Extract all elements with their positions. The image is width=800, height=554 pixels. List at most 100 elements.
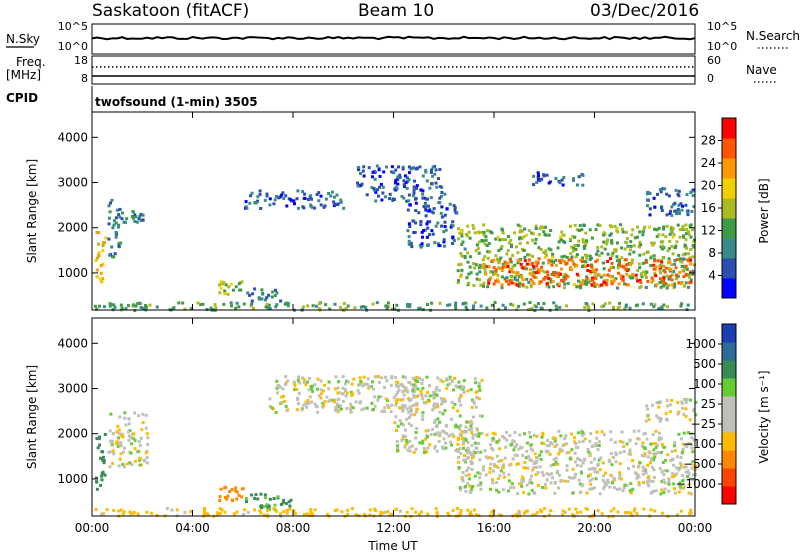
power-cell-9-41 bbox=[678, 271, 681, 274]
velocity-xtick-label-3: 12:00 bbox=[376, 521, 411, 535]
velocity-cell-6-34 bbox=[618, 471, 621, 474]
power-cell-12-112 bbox=[306, 304, 309, 307]
velocity-cbar-seg-1 bbox=[722, 468, 736, 487]
power-cell-6-72 bbox=[421, 193, 424, 196]
velocity-cell-8-7 bbox=[456, 507, 459, 510]
power-cell-7-68 bbox=[424, 206, 427, 209]
power-cell-8-520 bbox=[576, 253, 579, 256]
velocity-cell-6-122 bbox=[512, 457, 515, 460]
velocity-cell-8-173 bbox=[576, 511, 579, 514]
power-cell-5-59 bbox=[254, 201, 257, 204]
power-cell-5-35 bbox=[337, 202, 340, 205]
power-cell-6-54 bbox=[376, 188, 379, 191]
power-cell-5-65 bbox=[297, 207, 300, 210]
power-cell-12-80 bbox=[387, 302, 390, 305]
power-cell-9-207 bbox=[667, 261, 670, 264]
velocity-cell-5-155 bbox=[412, 404, 415, 407]
power-cell-9-98 bbox=[689, 259, 692, 262]
power-cell-8-114 bbox=[631, 259, 634, 262]
velocity-cell-5-61 bbox=[397, 398, 400, 401]
power-cell-8-450 bbox=[602, 241, 605, 244]
power-cell-3-4 bbox=[232, 289, 235, 292]
power-cell-8-474 bbox=[512, 271, 515, 274]
power-cell-12-130 bbox=[555, 305, 558, 308]
power-cell-11-12 bbox=[653, 197, 656, 200]
power-cell-9-125 bbox=[595, 283, 598, 286]
power-cell-8-343 bbox=[645, 271, 648, 274]
velocity-ytick-label-2: 2000 bbox=[57, 427, 88, 441]
velocity-cell-6-338 bbox=[570, 433, 573, 436]
power-cell-10-10 bbox=[537, 174, 540, 177]
velocity-cell-6-507 bbox=[597, 463, 600, 466]
power-cell-12-161 bbox=[600, 305, 603, 308]
power-cell-12-114 bbox=[540, 307, 543, 310]
velocity-cell-6-565 bbox=[528, 431, 531, 434]
velocity-cell-8-170 bbox=[518, 512, 521, 515]
velocity-cell-6-528 bbox=[551, 476, 554, 479]
velocity-cell-8-79 bbox=[452, 509, 455, 512]
freq-tick-top: 18 bbox=[74, 54, 88, 67]
velocity-cell-1-45 bbox=[143, 459, 146, 462]
velocity-cell-2-4 bbox=[235, 498, 238, 501]
power-cell-11-54 bbox=[673, 210, 676, 213]
power-cell-12-79 bbox=[109, 302, 112, 305]
power-cell-8-347 bbox=[525, 234, 528, 237]
velocity-cell-5-90 bbox=[426, 376, 429, 379]
power-cell-8-542 bbox=[572, 249, 575, 252]
power-cell-8-369 bbox=[531, 255, 534, 258]
power-cell-8-589 bbox=[488, 242, 491, 245]
velocity-cell-6-441 bbox=[467, 456, 470, 459]
velocity-cell-6-126 bbox=[588, 440, 591, 443]
velocity-cell-5-171 bbox=[429, 395, 432, 398]
velocity-cell-6-377 bbox=[613, 477, 616, 480]
velocity-cell-4-89 bbox=[385, 397, 388, 400]
power-cell-4-9 bbox=[274, 294, 277, 297]
velocity-cell-6-374 bbox=[664, 488, 667, 491]
velocity-cell-5-216 bbox=[453, 377, 456, 380]
velocity-cell-6-510 bbox=[638, 438, 641, 441]
velocity-cell-5-186 bbox=[477, 442, 480, 445]
power-cell-6-88 bbox=[373, 187, 376, 190]
power-cell-8-531 bbox=[469, 237, 472, 240]
power-cell-5-18 bbox=[292, 199, 295, 202]
velocity-cell-6-131 bbox=[468, 477, 471, 480]
power-cell-5-45 bbox=[340, 201, 343, 204]
velocity-cell-6-455 bbox=[574, 473, 577, 476]
velocity-cell-8-99 bbox=[288, 508, 291, 511]
power-cell-12-146 bbox=[625, 304, 628, 307]
velocity-cell-6-375 bbox=[671, 450, 674, 453]
power-cell-9-168 bbox=[655, 283, 658, 286]
power-cell-8-314 bbox=[486, 285, 489, 288]
power-cell-8-588 bbox=[478, 231, 481, 234]
power-cell-6-98 bbox=[384, 195, 387, 198]
velocity-colorbar-label: Velocity [m s⁻¹] bbox=[757, 370, 771, 463]
power-cell-8-557 bbox=[629, 248, 632, 251]
power-cell-12-110 bbox=[426, 303, 429, 306]
velocity-cell-6-508 bbox=[512, 486, 515, 489]
power-cell-3-19 bbox=[227, 293, 230, 296]
power-cell-8-323 bbox=[467, 282, 470, 285]
power-cell-6-116 bbox=[396, 187, 399, 190]
velocity-cell-6-533 bbox=[538, 454, 541, 457]
velocity-cbar-label-0: 1000 bbox=[685, 337, 716, 351]
velocity-cell-8-150 bbox=[224, 511, 227, 514]
velocity-cell-8-2 bbox=[219, 512, 222, 515]
power-cell-6-105 bbox=[406, 176, 409, 179]
velocity-cell-4-140 bbox=[351, 392, 354, 395]
velocity-cell-6-11 bbox=[672, 464, 675, 467]
power-cell-5-71 bbox=[307, 198, 310, 201]
velocity-cell-6-235 bbox=[593, 470, 596, 473]
velocity-cell-6-186 bbox=[572, 468, 575, 471]
velocity-cell-3-15 bbox=[282, 501, 285, 504]
power-cell-8-490 bbox=[602, 262, 605, 265]
velocity-cell-5-268 bbox=[402, 408, 405, 411]
velocity-cell-1-68 bbox=[141, 413, 144, 416]
velocity-cell-5-248 bbox=[395, 381, 398, 384]
velocity-cell-6-384 bbox=[652, 480, 655, 483]
nsearch-label: N.Search bbox=[746, 29, 800, 43]
velocity-cell-5-140 bbox=[478, 385, 481, 388]
power-cell-5-17 bbox=[303, 193, 306, 196]
velocity-cell-6-600 bbox=[573, 436, 576, 439]
power-cell-8-156 bbox=[582, 241, 585, 244]
velocity-cell-3-16 bbox=[285, 502, 288, 505]
